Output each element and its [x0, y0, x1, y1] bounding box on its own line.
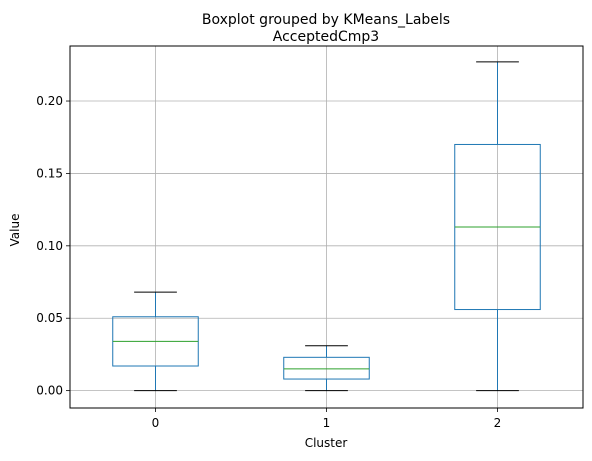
y-tick-label: 0.20	[36, 94, 63, 108]
axis-ticks: 0.00 0.05 0.10 0.15 0.20 0 1 2	[36, 94, 501, 430]
boxes-group	[112, 61, 541, 392]
box-cluster-2	[454, 61, 541, 392]
grid-lines	[70, 46, 583, 408]
x-tick-label: 0	[152, 416, 160, 430]
x-tick-label: 2	[494, 416, 502, 430]
x-axis-label: Cluster	[305, 436, 348, 450]
box-cluster-1	[283, 345, 370, 392]
y-tick-label: 0.15	[36, 166, 63, 180]
y-tick-label: 0.10	[36, 239, 63, 253]
box-cluster-0	[112, 291, 199, 392]
chart-suptitle: Boxplot grouped by KMeans_Labels	[202, 12, 450, 28]
chart-title: AcceptedCmp3	[273, 29, 379, 45]
iqr-box	[283, 356, 370, 380]
y-tick-label: 0.05	[36, 311, 63, 325]
x-tick-label: 1	[323, 416, 331, 430]
y-tick-label: 0.00	[36, 384, 63, 398]
y-axis-label: Value	[8, 214, 22, 247]
